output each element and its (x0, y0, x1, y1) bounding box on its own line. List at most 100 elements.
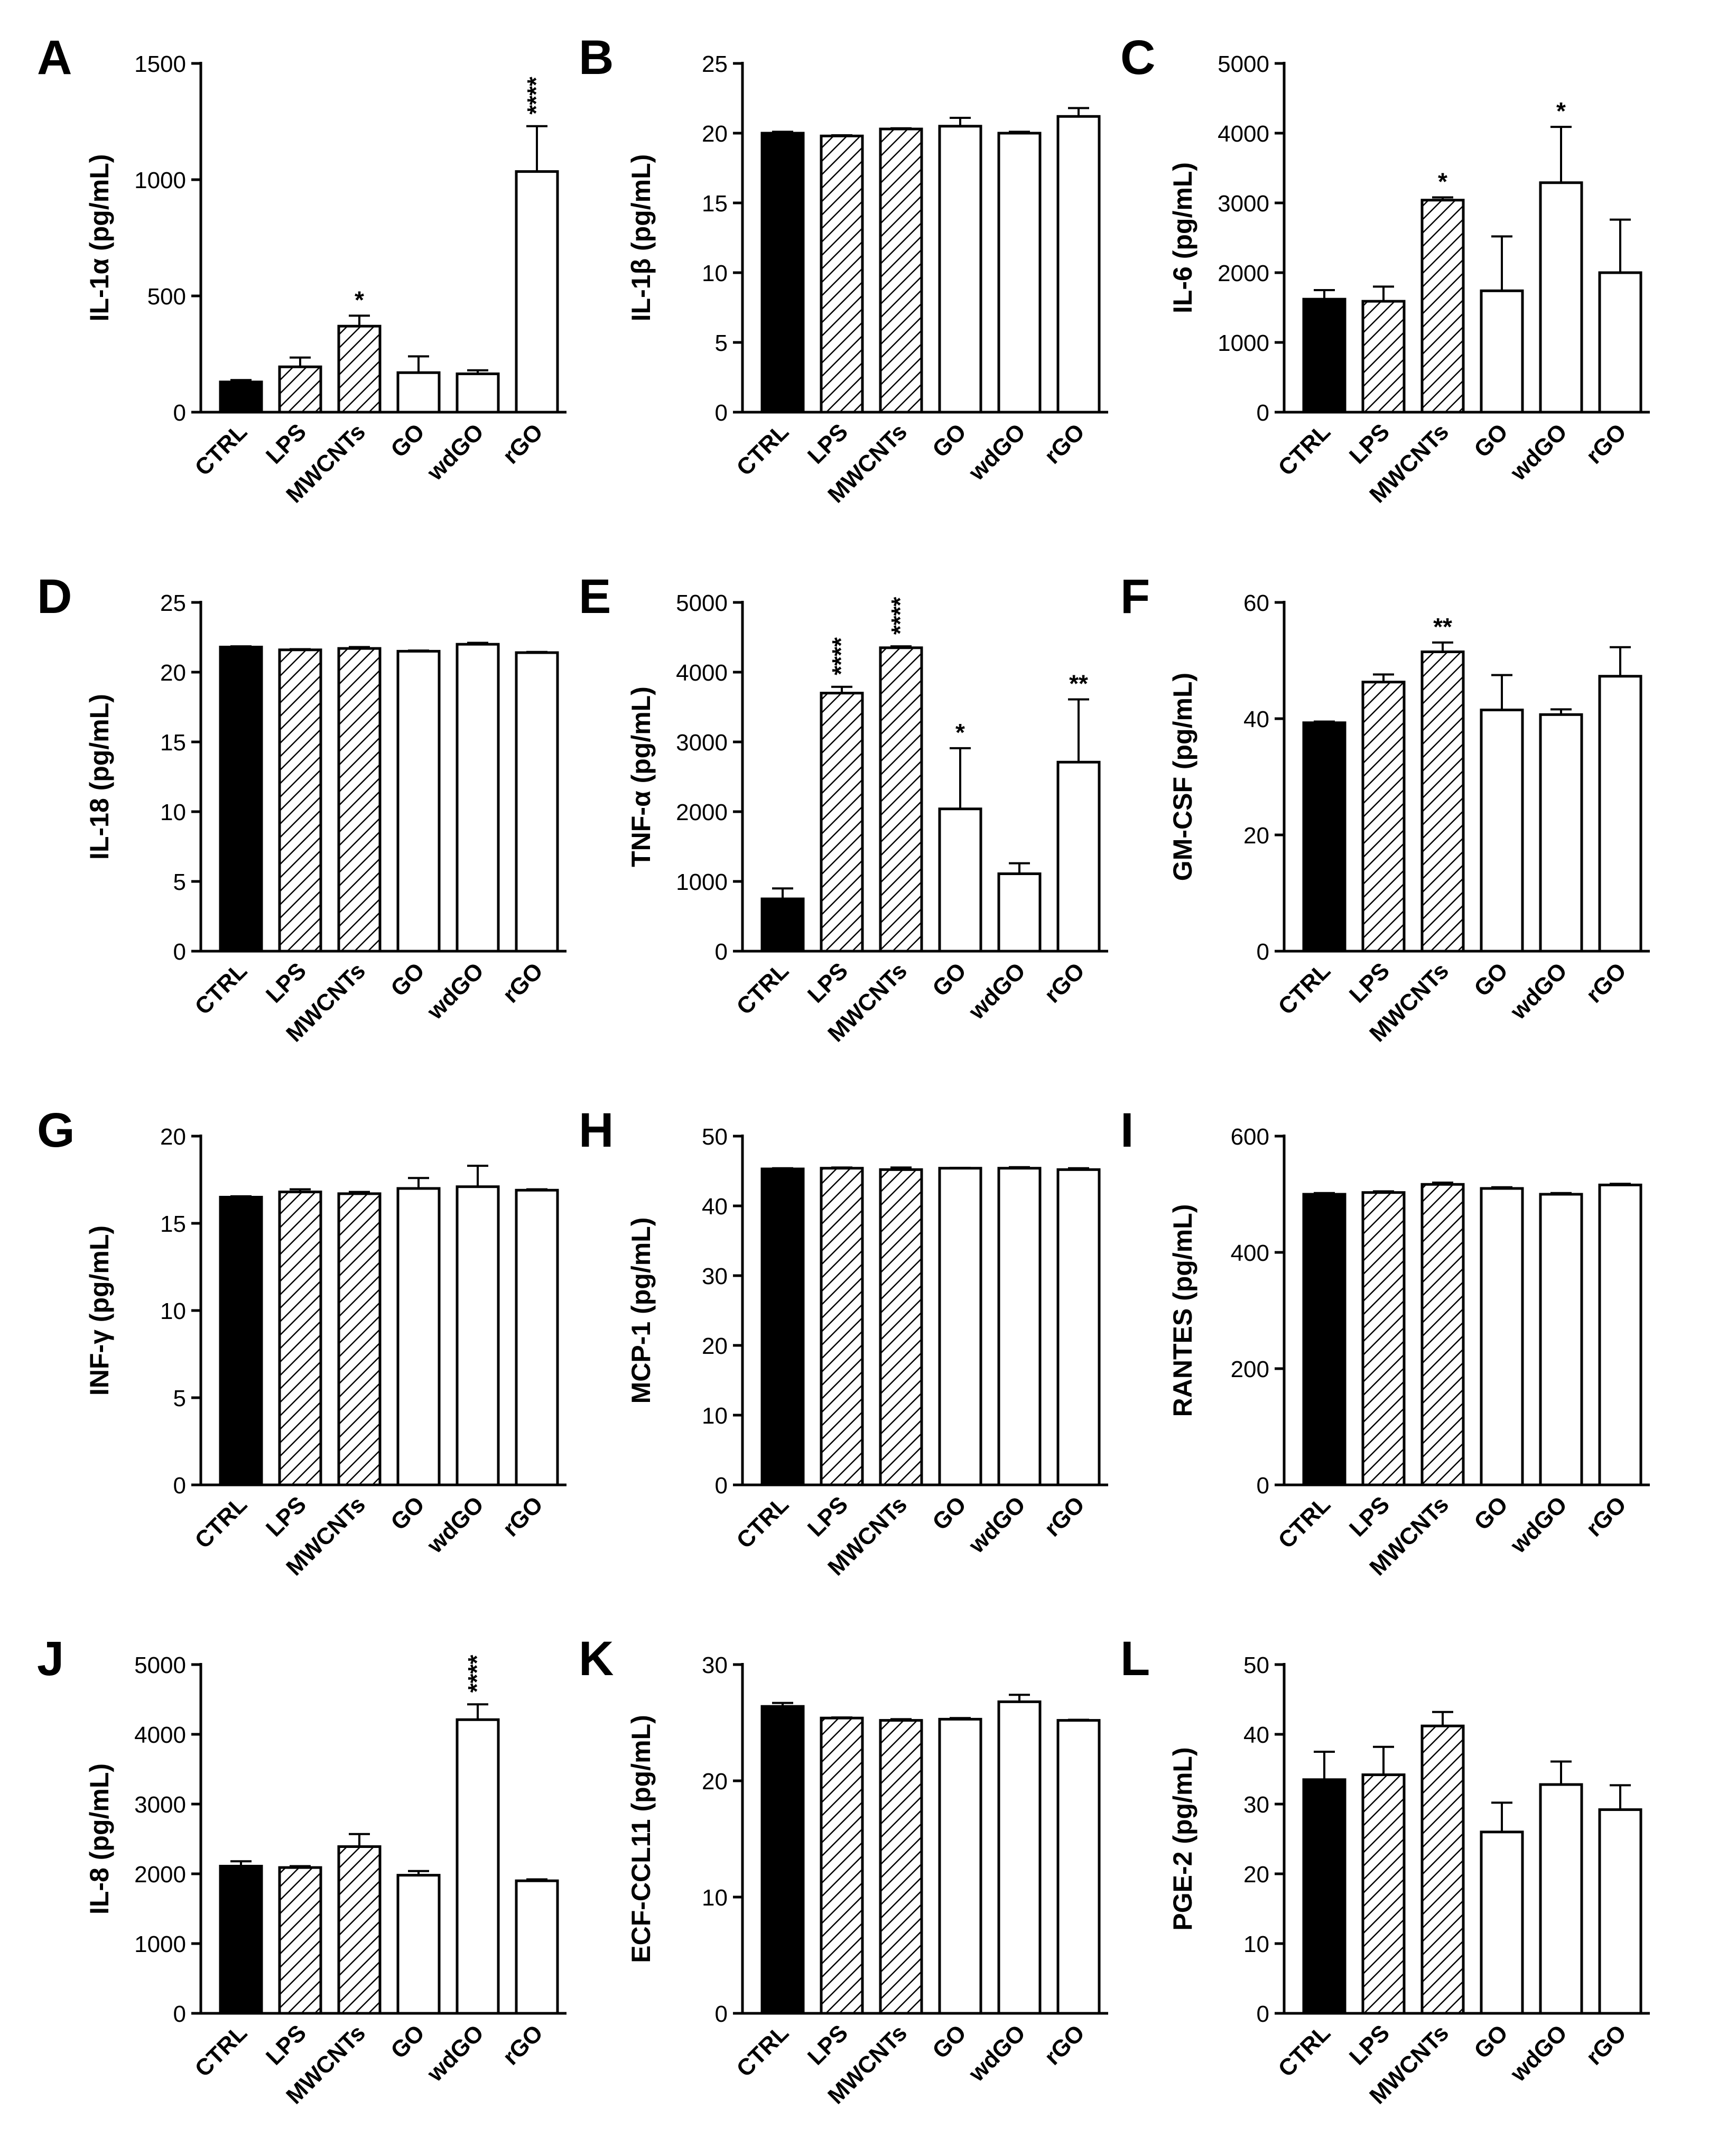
bar-go (396, 649, 441, 953)
x-tick-label-wdgo: wdGO (963, 958, 1030, 1025)
y-axis-label: IL-18 (pg/mL) (85, 694, 114, 860)
significance-marker: **** (827, 637, 855, 675)
y-tick-label: 15 (160, 1211, 186, 1237)
y-tick-label: 1000 (1218, 330, 1269, 356)
x-tick-label-ctrl: CTRL (731, 419, 794, 481)
x-tick-label-rgo: rGO (1581, 2020, 1631, 2070)
y-tick-label: 0 (1257, 939, 1269, 965)
x-tick-label-lps: LPS (261, 958, 311, 1008)
bar-go (938, 1167, 982, 1486)
x-tick-label-go: GO (927, 958, 971, 1001)
y-tick-label: 1000 (134, 168, 186, 193)
y-tick-label: 25 (160, 590, 186, 616)
x-tick-label-lps: LPS (261, 1491, 311, 1541)
bar-mwcnts (337, 324, 382, 414)
x-tick-label-rgo: rGO (1581, 1491, 1631, 1541)
panel-e: E TNF-α (pg/mL) 0 1000 2000 3000 4000 5000 CTRL *… (579, 570, 1108, 1047)
significance-marker: **** (463, 1655, 490, 1693)
x-tick-label-go: GO (1469, 958, 1513, 1001)
x-tick-label-lps: LPS (803, 1491, 853, 1541)
significance-marker: ** (1069, 670, 1088, 697)
y-tick-label: 500 (147, 284, 186, 310)
x-tick-label-rgo: rGO (498, 958, 548, 1008)
y-tick-label: 30 (702, 1263, 728, 1289)
y-tick-label: 15 (160, 730, 186, 756)
x-tick-label-rgo: rGO (498, 2020, 548, 2070)
x-tick-label-go: GO (927, 1491, 971, 1535)
x-tick-label-ctrl: CTRL (1273, 1491, 1335, 1554)
x-tick-label-go: GO (927, 419, 971, 462)
bar-rgo (515, 1188, 559, 1486)
y-tick-label: 0 (715, 2001, 728, 2027)
y-tick-label: 4000 (1218, 121, 1269, 147)
panel-label: E (579, 570, 611, 624)
significance-marker: * (1556, 97, 1566, 125)
bar-lps (1361, 681, 1406, 953)
x-tick-label-ctrl: CTRL (1273, 419, 1335, 481)
panel-label: K (579, 1632, 614, 1686)
bar-wdgo (1539, 1783, 1583, 2015)
x-tick-label-lps: LPS (1344, 2020, 1395, 2070)
y-tick-label: 5000 (134, 1652, 186, 1678)
panel-c: C IL-6 (pg/mL) 0 1000 2000 3000 4000 5000 CTRL LP… (1120, 31, 1650, 508)
panel-label: I (1120, 1103, 1134, 1157)
x-tick-label-lps: LPS (803, 419, 853, 469)
bar-rgo (515, 1879, 559, 2015)
y-tick-label: 5000 (1218, 51, 1269, 77)
bar-rgo (1056, 1168, 1101, 1486)
y-tick-label: 0 (1257, 1473, 1269, 1499)
bar-rgo (515, 651, 559, 953)
y-tick-label: 1000 (676, 869, 728, 895)
y-tick-label: 5000 (676, 590, 728, 616)
x-tick-label-rgo: rGO (1039, 2020, 1090, 2070)
bar-mwcnts (337, 1845, 382, 2015)
x-tick-label-ctrl: CTRL (1273, 958, 1335, 1020)
y-axis-label: GM-CSF (pg/mL) (1168, 673, 1197, 881)
y-tick-label: 20 (160, 660, 186, 686)
y-tick-label: 20 (1243, 1862, 1269, 1888)
significance-marker: * (955, 719, 965, 746)
y-tick-label: 40 (1243, 707, 1269, 732)
y-tick-label: 0 (173, 2001, 186, 2027)
y-tick-label: 20 (702, 121, 728, 147)
x-tick-label-rgo: rGO (1581, 958, 1631, 1008)
y-tick-label: 4000 (676, 660, 728, 686)
bar-ctrl (1302, 1778, 1346, 2015)
x-tick-label-ctrl: CTRL (731, 2020, 794, 2082)
x-tick-label-go: GO (1469, 419, 1513, 462)
bar-ctrl (219, 1196, 263, 1486)
y-tick-label: 2000 (676, 800, 728, 825)
panel-label: G (37, 1103, 75, 1157)
bar-wdgo (456, 1718, 500, 2015)
bar-rgo (1598, 1808, 1642, 2015)
y-axis-label: IL-1β (pg/mL) (626, 154, 656, 322)
x-tick-label-lps: LPS (261, 419, 311, 469)
y-tick-label: 0 (1257, 2001, 1269, 2027)
y-axis-label: IL-6 (pg/mL) (1168, 162, 1197, 313)
y-tick-label: 3000 (676, 730, 728, 756)
bar-ctrl (219, 645, 263, 953)
x-tick-label-wdgo: wdGO (422, 1491, 489, 1558)
bar-wdgo (456, 1185, 500, 1486)
x-tick-label-go: GO (927, 2020, 971, 2064)
bar-go (396, 1187, 441, 1486)
bar-rgo (1056, 115, 1101, 414)
x-tick-label-wdgo: wdGO (1505, 958, 1572, 1025)
x-tick-label-go: GO (386, 419, 430, 462)
bar-mwcnts (879, 1168, 923, 1486)
y-tick-label: 15 (702, 191, 728, 217)
y-tick-label: 40 (702, 1194, 728, 1220)
significance-marker: ** (1433, 613, 1452, 640)
y-tick-label: 2000 (134, 1862, 186, 1888)
y-tick-label: 0 (1257, 400, 1269, 426)
x-tick-label-go: GO (1469, 1491, 1513, 1535)
bar-go (396, 371, 441, 414)
x-tick-label-wdgo: wdGO (963, 1491, 1030, 1558)
y-axis-label: IL-8 (pg/mL) (85, 1763, 114, 1915)
y-tick-label: 0 (173, 1473, 186, 1499)
y-tick-label: 20 (160, 1124, 186, 1150)
x-tick-label-rgo: rGO (1039, 1491, 1090, 1541)
panel-label: A (37, 31, 72, 85)
bar-lps (820, 1716, 864, 2015)
